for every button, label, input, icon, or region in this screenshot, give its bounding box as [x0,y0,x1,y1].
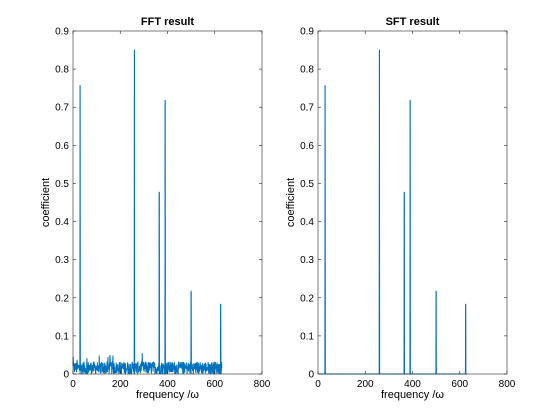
sft-y-tick-label: 0.7 [300,103,314,114]
fft-y-tick-label: 0.4 [55,217,69,228]
fft-y-label: coefficient [40,178,52,227]
fft-x-tick-label: 600 [206,379,223,390]
sft-y-label: coefficient [285,178,297,227]
sft-axes-box [317,30,508,375]
fft-x-tick-label: 400 [159,379,176,390]
sft-x-tick-label: 200 [357,379,374,390]
sft-y-tick-label: 0.5 [300,179,314,190]
sft-y-tick-label: 0.3 [300,255,314,266]
fft-y-tick-label: 0.6 [55,141,69,152]
sft-y-tick-label: 0.2 [300,293,314,304]
fft-y-tick-label: 0.2 [55,293,69,304]
fft-x-tick-label: 800 [254,379,271,390]
fft-y-tick-label: 0.5 [55,179,69,190]
fft-y-tick-label: 0.8 [55,65,69,76]
sft-chart: 0 200 400 600 800 0 0.1 0.2 0.3 0.4 0.5 0.6 0.7 0.8 0.… [285,16,516,401]
fft-chart: 0 200 400 600 800 0 0.1 0.2 0.3 0.4 0.5 0.6 0.7 0.8 0.… [40,16,271,401]
sft-y-tick-label: 0.8 [300,65,314,76]
fft-y-tick-label: 0.7 [55,103,69,114]
fft-series-line [72,49,223,375]
fft-x-tick-label: 200 [112,379,129,390]
sft-x-tick-label: 0 [315,379,321,390]
sft-x-tick-label: 800 [499,379,516,390]
fft-axes-box [72,30,263,375]
fft-y-tick-label: 0.1 [55,331,69,342]
sft-y-tick-label: 0.4 [300,217,314,228]
sft-y-tick-label: 0.1 [300,331,314,342]
sft-x-label: frequency /ω [381,389,444,401]
fft-y-tick-label: 0.3 [55,255,69,266]
fft-title: FFT result [141,16,195,28]
sft-y-tick-label: 0 [308,370,314,381]
sft-x-tick-label: 400 [404,379,421,390]
sft-y-tick-label: 0.6 [300,141,314,152]
sft-title: SFT result [386,16,440,28]
sft-x-tick-label: 600 [451,379,468,390]
sft-series-line [317,49,468,375]
sft-y-tick-label: 0.9 [300,27,314,38]
fft-y-tick-label: 0 [63,370,69,381]
fft-y-tick-label: 0.9 [55,27,69,38]
fft-x-tick-label: 0 [70,379,76,390]
fft-x-label: frequency /ω [136,389,199,401]
